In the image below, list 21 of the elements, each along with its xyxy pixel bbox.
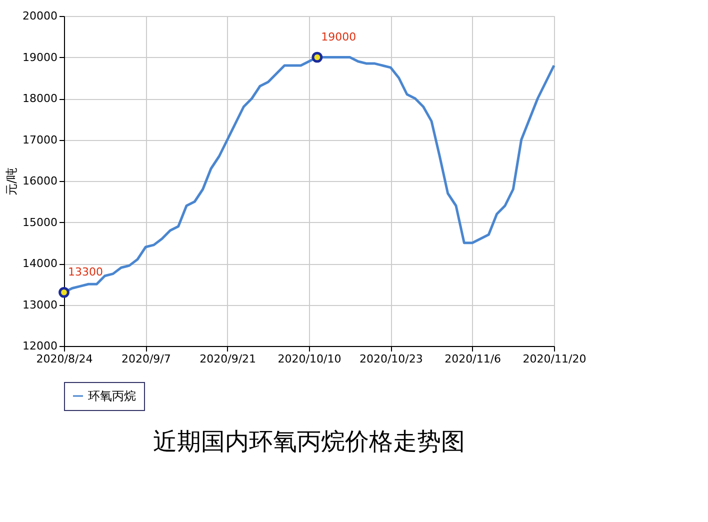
- x-tick-label: 2020/8/24: [36, 352, 93, 366]
- y-tick-label: 17000: [22, 133, 58, 146]
- x-tick-label: 2020/10/23: [359, 352, 423, 366]
- x-tick-label: 2020/10/10: [278, 352, 342, 366]
- y-tick-label: 16000: [22, 174, 58, 188]
- x-tick-label: 2020/9/21: [200, 352, 256, 366]
- y-axis-title: 元/吨: [4, 167, 19, 196]
- y-tick-label: 19000: [22, 50, 58, 64]
- y-tick-label: 13000: [22, 298, 58, 312]
- y-tick-label: 14000: [22, 257, 58, 270]
- data-label: 13300: [68, 265, 103, 278]
- x-tick-label: 2020/9/7: [121, 352, 171, 366]
- y-tick-label: 18000: [22, 92, 58, 105]
- x-tick-label: 2020/11/20: [522, 352, 586, 366]
- legend-label: 环氧丙烷: [88, 389, 136, 403]
- y-tick-label: 20000: [22, 10, 58, 22]
- y-tick-label: 12000: [22, 340, 58, 352]
- data-label: 19000: [321, 30, 356, 44]
- x-tick-label: 2020/11/6: [444, 352, 502, 366]
- y-tick-label: 15000: [22, 216, 58, 229]
- text: 近期国内环氧丙烷价格走势图: [153, 428, 465, 456]
